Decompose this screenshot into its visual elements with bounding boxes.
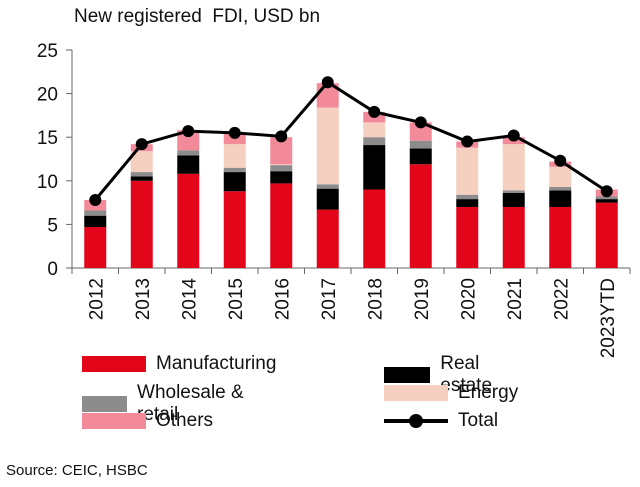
bar-real-estate-2018 [363,145,386,190]
total-point-2017 [321,76,334,89]
y-tick-label: 0 [47,259,58,280]
bar-real-estate-2022 [549,190,572,207]
bar-others-2019 [409,122,432,141]
x-tick-label-2013: 2013 [133,278,154,320]
bar-energy-2013 [130,151,153,173]
legend-swatch-real-estate [384,367,431,383]
bar-energy-2017 [316,107,339,185]
bar-real-estate-2021 [502,193,525,207]
y-tick-label: 5 [47,215,58,236]
total-point-2014 [182,125,195,138]
x-tick-label-2014: 2014 [179,278,200,321]
bar-wholesale-retail-2023ytd [595,196,618,200]
bar-real-estate-2012 [84,215,107,228]
bar-real-estate-2023ytd [595,199,618,203]
bar-manufacturing-2017 [316,209,339,268]
legend-label-real-estate: Real estate [440,353,493,396]
total-point-2019 [414,116,427,129]
legend-label-manufacturing: Manufacturing [156,353,277,374]
total-line [94,80,608,201]
x-tick-label-2023ytd: 2023YTD [598,278,619,358]
bar-wholesale-retail-2014 [177,150,200,156]
legend-swatch-manufacturing [82,356,146,372]
x-tick-label-2018: 2018 [365,278,386,320]
bar-manufacturing-2019 [409,164,432,268]
legend-item-wholesale-retail: Wholesale & retail [82,382,245,426]
bar-manufacturing-2012 [84,227,107,268]
bar-wholesale-retail-2012 [84,210,107,216]
x-tick-label-2021: 2021 [505,278,526,320]
bar-wholesale-retail-2017 [316,184,339,189]
total-point-2018 [368,105,381,118]
total-point-2012 [89,193,102,206]
x-tick-label-2017: 2017 [319,278,340,320]
bar-others-2016 [270,137,293,165]
y-tick-label: 15 [37,128,58,149]
bar-real-estate-2019 [409,148,432,165]
legend-item-total: Total [384,410,498,432]
bar-manufacturing-2013 [130,180,153,268]
bar-manufacturing-2020 [456,206,479,268]
y-tick-label: 25 [37,41,58,62]
y-tick-label: 20 [37,85,58,106]
bar-manufacturing-2018 [363,189,386,268]
total-point-2016 [275,130,288,143]
chart-title: New registered FDI, USD bn [74,6,321,27]
legend-label-others: Others [156,410,214,431]
total-point-2015 [228,126,241,139]
legend-swatch-others [82,413,146,429]
bar-real-estate-2020 [456,199,479,207]
legend-swatch-wholesale-retail [82,396,128,412]
legend-swatch-energy [384,385,448,401]
total-point-2020 [461,135,474,148]
bar-wholesale-retail-2018 [363,137,386,146]
bar-wholesale-retail-2022 [549,186,572,191]
legend-label-energy: Energy [458,382,519,403]
legend-item-manufacturing: Manufacturing [82,353,276,375]
source-note: Source: CEIC, HSBC [6,462,148,479]
bar-manufacturing-2016 [270,183,293,268]
bar-energy-2018 [363,122,386,138]
bar-wholesale-retail-2019 [409,140,432,149]
bar-energy-2016 [270,164,293,166]
bar-wholesale-retail-2015 [223,167,246,173]
bar-wholesale-retail-2020 [456,194,479,200]
bar-real-estate-2014 [177,155,200,174]
bar-energy-2022 [549,166,572,187]
bar-wholesale-retail-2016 [270,165,293,172]
bar-energy-2020 [456,147,479,195]
bar-others-2014 [177,130,200,151]
x-tick-label-2020: 2020 [458,278,479,320]
total-point-2022 [554,154,567,167]
x-tick-label-2012: 2012 [86,278,107,320]
y-tick-label: 10 [37,172,58,193]
bar-energy-2021 [502,144,525,191]
total-point-2013 [135,138,148,151]
bar-real-estate-2016 [270,171,293,184]
bar-energy-2015 [223,144,246,168]
bar-real-estate-2015 [223,172,246,192]
bar-manufacturing-2022 [549,206,572,268]
total-point-2023ytd [600,185,613,198]
legend-swatch-total [384,413,448,429]
bar-manufacturing-2014 [177,173,200,268]
legend-label-total: Total [458,410,499,431]
bar-manufacturing-2015 [223,191,246,268]
bar-manufacturing-2023ytd [595,202,618,268]
x-tick-label-2022: 2022 [551,278,572,320]
x-tick-label-2016: 2016 [272,278,293,320]
legend-label-wholesale-retail: Wholesale & retail [137,382,244,425]
bar-wholesale-retail-2013 [130,172,153,177]
legend-item-energy: Energy [384,382,518,404]
bar-real-estate-2017 [316,188,339,210]
bar-manufacturing-2021 [502,206,525,268]
legend-item-others: Others [82,410,213,432]
bar-real-estate-2013 [130,176,153,181]
total-point-2021 [507,129,520,142]
legend-item-real-estate: Real estate [384,353,510,397]
bar-wholesale-retail-2021 [502,190,525,194]
x-tick-label-2015: 2015 [226,278,247,320]
x-tick-label-2019: 2019 [412,278,433,320]
